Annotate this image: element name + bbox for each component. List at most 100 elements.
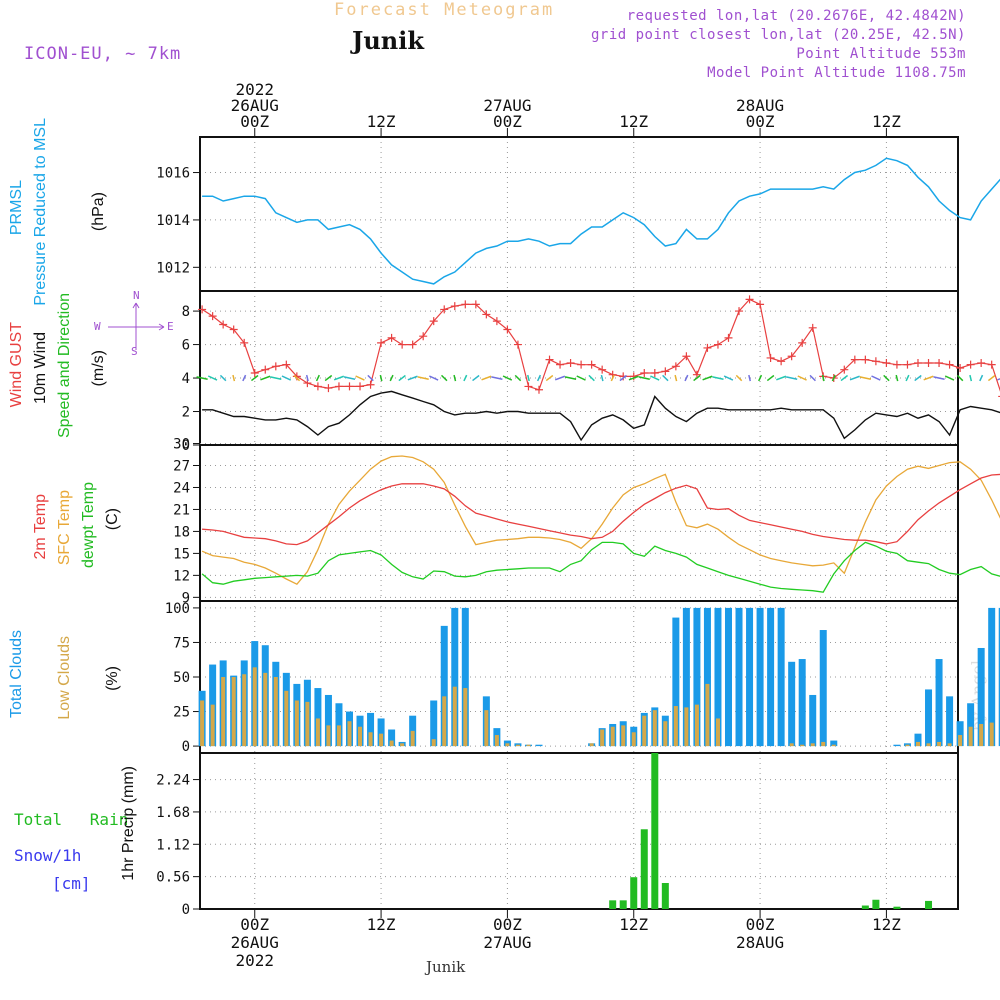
gust-marker: [850, 355, 859, 364]
low-clouds-bar: [242, 674, 247, 747]
gust-marker: [745, 295, 754, 304]
wind-barb: [809, 374, 816, 382]
wind-barb: [389, 374, 394, 382]
wind-barb: [527, 374, 530, 382]
y-tick-label: 6: [182, 338, 190, 354]
wind-barb: [979, 374, 984, 382]
gust-marker: [324, 384, 333, 393]
total-clouds-bar: [988, 607, 996, 747]
gust-marker: [334, 382, 343, 391]
gust-marker: [766, 353, 775, 362]
gust-marker: [492, 317, 501, 326]
total-clouds-bar: [714, 607, 722, 747]
total-clouds-bar: [746, 607, 754, 747]
wind-barb: [502, 375, 513, 381]
compass-n: N: [133, 289, 140, 302]
wind-barb: [417, 376, 429, 380]
rain-bar: [630, 877, 638, 909]
wind-barb: [821, 374, 825, 382]
time-label-top: 27AUG: [483, 96, 531, 115]
gust-marker: [229, 325, 238, 334]
y-tick-label: 25: [173, 705, 190, 721]
low-clouds-bar: [589, 743, 594, 747]
total-clouds-bar: [535, 744, 543, 747]
time-label-top: 00Z: [493, 112, 522, 131]
y-tick-label: 1.68: [156, 805, 190, 821]
y-tick-label: 8: [182, 304, 190, 320]
time-label-bottom: 12Z: [872, 915, 901, 934]
wind-barb: [619, 374, 627, 382]
wind-barb: [600, 374, 604, 382]
total-clouds-bar: [798, 659, 806, 747]
gust-marker: [966, 360, 975, 369]
dewpt-temp-line: [201, 541, 1000, 593]
wind-barb: [785, 376, 798, 380]
time-label-top: 26AUG: [231, 96, 279, 115]
low-clouds-bar: [210, 704, 215, 747]
wind-barb: [242, 374, 247, 382]
wind-barb: [723, 375, 734, 381]
gust-marker: [735, 307, 744, 316]
wind-barb: [232, 374, 236, 382]
wind-barb: [491, 376, 503, 380]
wind-barb: [355, 375, 365, 381]
gust-marker: [671, 362, 680, 371]
wind-barb: [281, 375, 292, 381]
wind-barb: [260, 375, 271, 381]
panel-frame: [199, 600, 959, 754]
gust-marker: [682, 352, 691, 361]
rain-bar: [661, 883, 669, 909]
wind-barb: [440, 374, 448, 382]
time-label-top: 12Z: [872, 112, 901, 131]
compass-e: E: [167, 320, 174, 333]
wind-barb: [481, 375, 492, 381]
gust-marker: [892, 360, 901, 369]
wind-barb: [251, 374, 259, 382]
wind-barb: [207, 375, 218, 381]
model-altitude: Model Point Altitude 1108.75m: [707, 65, 966, 81]
gust-marker: [345, 382, 354, 391]
total-clouds-bar: [388, 729, 396, 747]
total-clouds-bar: [377, 718, 385, 747]
wind-barb: [748, 374, 752, 382]
y-tick-label: 0.56: [156, 870, 190, 886]
total-clouds-bar: [693, 607, 701, 747]
y-tick-label: 4: [182, 371, 190, 387]
gust-marker: [198, 305, 207, 314]
gust-marker: [482, 310, 491, 319]
time-label-bottom: 26AUG: [231, 933, 279, 952]
low-clouds-bar: [989, 722, 994, 747]
low-clouds-bar: [347, 721, 352, 747]
time-label-bottom: 00Z: [746, 915, 775, 934]
total-clouds-bar: [819, 630, 827, 747]
gust-marker: [356, 382, 365, 391]
wind-barb: [662, 374, 669, 382]
low-clouds-bar: [484, 710, 489, 747]
time-label-top: 00Z: [240, 112, 269, 131]
y-tick-label: 30: [173, 437, 190, 453]
low-clouds-bar: [621, 725, 626, 747]
wind-barb: [684, 374, 689, 382]
total-clouds-bar: [777, 607, 785, 747]
rain-bar: [640, 829, 648, 909]
wind-barb: [324, 374, 333, 382]
gust-marker: [366, 380, 375, 389]
gust-marker: [840, 365, 849, 374]
low-clouds-bar: [958, 735, 963, 747]
total-clouds-bar: [440, 625, 448, 747]
time-label-top: 28AUG: [736, 96, 784, 115]
sfc-temp-line: [201, 455, 1000, 586]
total-clouds-bar: [430, 700, 438, 747]
rain-bar: [861, 905, 869, 909]
gust-marker: [534, 385, 543, 394]
low-clouds-bar: [305, 701, 310, 747]
low-clouds-bar: [221, 677, 226, 747]
snow-legend: Snow/1h: [14, 846, 82, 865]
wind-barb: [905, 374, 910, 382]
wind-barb: [914, 374, 922, 382]
gust-marker: [524, 382, 533, 391]
gust-marker: [924, 358, 933, 367]
y-tick-label: 1014: [156, 213, 190, 229]
gust-marker: [503, 325, 512, 334]
